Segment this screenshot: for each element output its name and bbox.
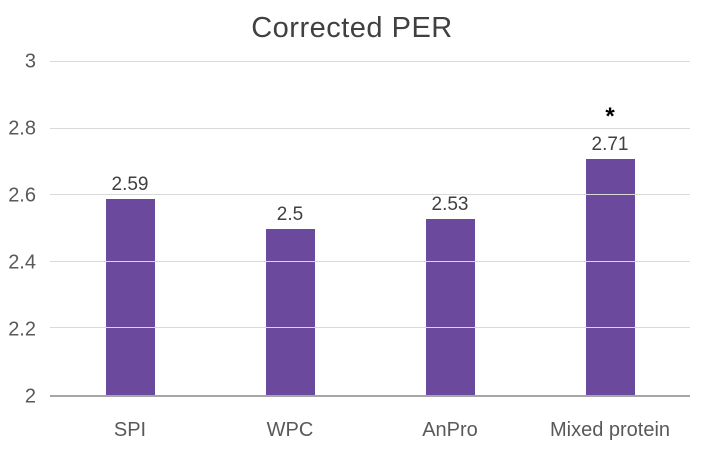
gridline	[50, 194, 690, 196]
bar-group-spi: 2.59	[50, 62, 210, 395]
bar-group-mixed-protein: * 2.71	[530, 62, 690, 395]
y-axis: 2 2.2 2.4 2.6 2.8 3	[0, 51, 40, 408]
significance-marker: *	[605, 102, 615, 130]
bar-wpc	[265, 228, 315, 395]
bars-container: 2.59 2.5 2.53 * 2.71	[50, 62, 690, 395]
gridline	[50, 260, 690, 262]
y-tick-label: 2	[24, 385, 36, 408]
bar-anpro	[425, 218, 475, 395]
gridline	[50, 327, 690, 329]
x-label-wpc: WPC	[266, 419, 314, 441]
bar-value-label: 2.59	[111, 173, 149, 195]
y-tick-label: 2.4	[8, 251, 36, 274]
bar-value-label: 2.53	[431, 193, 469, 215]
bar-group-anpro: 2.53	[370, 62, 530, 395]
y-tick-label: 2.8	[8, 117, 36, 140]
bar-group-wpc: 2.5	[210, 62, 370, 395]
bar-value-label: 2.71	[591, 133, 629, 155]
bar-value-label: 2.5	[276, 203, 304, 225]
gridline	[50, 61, 690, 62]
gridline	[50, 127, 690, 129]
y-tick-label: 3	[24, 50, 36, 73]
y-tick-label: 2.6	[8, 184, 36, 207]
y-tick-label: 2.2	[8, 318, 36, 341]
x-label-anpro: AnPro	[422, 419, 478, 441]
plot-area: 2.59 2.5 2.53 * 2.71	[50, 61, 690, 397]
bar-spi	[105, 198, 155, 395]
x-label-mixed-protein: Mixed protein	[549, 419, 671, 441]
x-axis-labels: SPI WPC AnPro Mixed protein	[50, 419, 690, 442]
x-label-spi: SPI	[113, 419, 147, 441]
chart-title: Corrected PER	[251, 12, 453, 44]
bar-mixed-protein	[585, 158, 635, 395]
